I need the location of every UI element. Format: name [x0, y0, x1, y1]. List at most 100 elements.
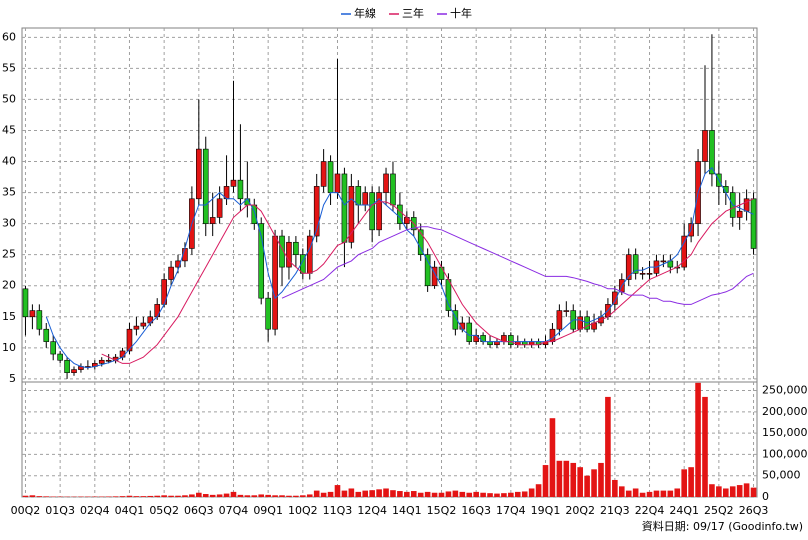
candle-body: [736, 210, 743, 218]
volume-bar: [702, 396, 708, 497]
candle-body: [577, 316, 583, 330]
volume-bar: [653, 490, 660, 497]
volume-bar: [528, 488, 535, 497]
volume-bar: [313, 490, 320, 497]
volume-bar: [126, 495, 133, 497]
candle-body: [154, 304, 161, 318]
x-tick-label: 02Q4: [80, 504, 110, 517]
volume-bar: [736, 485, 743, 497]
volume-bar: [410, 491, 417, 497]
volume-bar: [716, 486, 722, 497]
ma-line: [281, 226, 754, 305]
candle-body: [369, 192, 375, 231]
candle-body: [702, 130, 708, 162]
volume-bar: [584, 475, 590, 497]
candle-body: [612, 291, 618, 305]
volume-bar: [591, 469, 597, 497]
x-tick-label: 17Q4: [496, 504, 526, 517]
volume-bar: [445, 491, 452, 497]
volume-bar: [417, 492, 424, 497]
volume-bar: [327, 491, 334, 497]
y-tick-label: 40: [2, 155, 16, 168]
volume-bar: [182, 495, 188, 497]
candle-body: [508, 335, 514, 346]
volume-bar: [300, 495, 306, 497]
legend-label: 十年: [450, 6, 472, 20]
candle-body: [362, 192, 369, 206]
volume-bar: [750, 487, 757, 497]
y-tick-label: 30: [2, 217, 16, 230]
candle-body: [196, 148, 202, 200]
volume-bar: [383, 488, 389, 497]
volume-bar: [709, 484, 715, 497]
volume-bar: [570, 462, 577, 497]
candle-body: [286, 241, 292, 268]
candle-body: [258, 223, 265, 299]
x-tick-label: 10Q2: [288, 504, 318, 517]
volume-bar: [424, 491, 431, 497]
candle-body: [126, 328, 133, 352]
volume-bar: [279, 495, 285, 497]
volume-bar: [681, 469, 687, 497]
volume-bar: [577, 467, 583, 497]
candle-body: [452, 310, 459, 330]
candle-body: [438, 266, 445, 280]
y2-tick-label: 150,000: [762, 426, 808, 439]
volume-bar: [272, 495, 278, 497]
candle-body: [348, 186, 355, 243]
volume-bar: [646, 491, 653, 497]
y-tick-label: 60: [2, 30, 16, 43]
y-tick-label: 55: [2, 61, 16, 74]
x-tick-label: 01Q3: [45, 504, 75, 517]
volume-bar: [556, 460, 563, 497]
candle-body: [376, 192, 382, 231]
y2-tick-label: 200,000: [762, 405, 808, 418]
y2-tick-label: 0: [762, 490, 769, 503]
volume-bar: [466, 492, 473, 497]
volume-bar: [258, 494, 265, 497]
volume-bar: [688, 467, 694, 497]
volume-bar: [36, 496, 43, 497]
y-tick-label: 15: [2, 310, 16, 323]
candle-body: [681, 235, 687, 268]
volume-bar: [348, 488, 355, 497]
volume-bar: [237, 494, 244, 497]
y2-tick-label: 50,000: [762, 469, 801, 482]
legend: 年線 三年 十年: [341, 6, 472, 20]
x-tick-label: 21Q3: [600, 504, 630, 517]
volume-bar: [667, 490, 674, 497]
volume-bar: [549, 418, 556, 497]
x-tick-label: 16Q3: [461, 504, 491, 517]
x-tick-label: 14Q1: [392, 504, 422, 517]
volume-bar: [639, 492, 646, 497]
volume-bar: [473, 491, 479, 497]
candle-body: [168, 266, 174, 280]
candle-body: [216, 198, 223, 218]
volume-bar: [209, 494, 216, 497]
volume-bar: [43, 496, 50, 497]
candle-body: [279, 235, 285, 268]
x-tick-label: 15Q2: [427, 504, 457, 517]
candle-body: [341, 173, 348, 243]
volume-bar: [625, 490, 632, 497]
legend-label: 年線: [354, 6, 376, 20]
candle-body: [230, 179, 237, 187]
volume-bar: [168, 495, 174, 497]
volume-bar: [563, 460, 570, 497]
volume-bar: [244, 495, 251, 497]
volume-bar: [722, 488, 729, 497]
x-tick-label: 22Q4: [635, 504, 665, 517]
candle-body: [29, 310, 36, 318]
candle-body: [265, 297, 271, 330]
candle-body: [313, 186, 320, 237]
candle-body: [424, 254, 431, 287]
candle-body: [272, 235, 278, 330]
x-tick-label: 25Q2: [704, 504, 734, 517]
candle-body: [355, 186, 362, 206]
volume-bar: [487, 493, 493, 497]
candle-body: [98, 359, 105, 364]
volume-bar: [22, 495, 29, 497]
candle-body: [660, 260, 667, 263]
candle-body: [140, 322, 147, 327]
volume-bar: [480, 492, 486, 497]
